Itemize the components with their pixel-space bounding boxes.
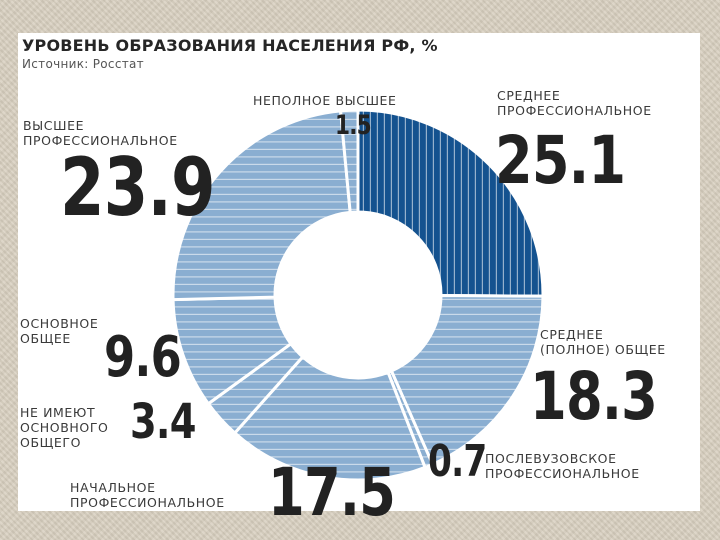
slice-label-line: СРЕДНЕЕ (497, 88, 561, 103)
donut-slice-6 (171, 109, 352, 302)
slice-label-line: НАЧАЛЬНОЕ (70, 480, 156, 495)
slice-label-2: ПОСЛЕВУЗОВСКОЕ ПРОФЕССИОНАЛЬНОЕ (485, 451, 640, 481)
slice-value-1: 18.3 (530, 358, 658, 435)
donut-slice-7 (338, 108, 360, 215)
slice-label-line: НЕПОЛНОЕ ВЫСШЕЕ (253, 93, 397, 108)
slice-label-line: ОСНОВНОГО (20, 420, 109, 435)
slice-label-line: ВЫСШЕЕ (23, 118, 85, 133)
slice-label-3: НАЧАЛЬНОЕ ПРОФЕССИОНАЛЬНОЕ (70, 480, 225, 510)
slice-label-line: НЕ ИМЕЮТ (20, 405, 96, 420)
donut-slice-1 (389, 294, 545, 467)
slice-label-line: (ПОЛНОЕ) ОБЩЕЕ (540, 342, 666, 357)
slice-label-line: ОСНОВНОЕ (20, 316, 99, 331)
slice-label-1: СРЕДНЕЕ (ПОЛНОЕ) ОБЩЕЕ (540, 327, 666, 357)
chart-title: УРОВЕНЬ ОБРАЗОВАНИЯ НАСЕЛЕНИЯ РФ, % (22, 36, 438, 55)
slice-label-line: ОБЩЕГО (20, 435, 82, 450)
slice-label-6: ВЫСШЕЕ ПРОФЕССИОНАЛЬНОЕ (23, 118, 178, 148)
slice-label-line: ПРОФЕССИОНАЛЬНОЕ (497, 103, 652, 118)
slice-label-5: ОСНОВНОЕ ОБЩЕЕ (20, 316, 98, 346)
slice-value-6: 23.9 (60, 141, 216, 234)
slice-value-5: 9.6 (104, 325, 182, 390)
slice-label-0: СРЕДНЕЕ ПРОФЕССИОНАЛЬНОЕ (497, 88, 652, 118)
chart-source: Источник: Росстат (22, 57, 144, 71)
slice-value-0: 25.1 (495, 122, 626, 199)
slice-value-3: 17.5 (268, 454, 396, 531)
slice-label-line: ПРОФЕССИОНАЛЬНОЕ (70, 495, 225, 510)
slice-label-line: ПРОФЕССИОНАЛЬНОЕ (23, 133, 178, 148)
slice-label-line: ПРОФЕССИОНАЛЬНОЕ (485, 466, 640, 481)
slice-label-4: НЕ ИМЕЮТ ОСНОВНОГО ОБЩЕГО (20, 405, 108, 450)
slice-value-4: 3.4 (130, 394, 196, 450)
slice-label-7: НЕПОЛНОЕ ВЫСШЕЕ (253, 93, 397, 108)
slice-value-7: 1.5 (335, 110, 372, 141)
slice-label-line: СРЕДНЕЕ (540, 327, 604, 342)
slice-value-2: 0.7 (428, 436, 487, 487)
donut-slice-3 (232, 354, 427, 482)
donut-slice-0 (356, 108, 545, 298)
slice-label-line: ОБЩЕЕ (20, 331, 71, 346)
slice-label-line: ПОСЛЕВУЗОВСКОЕ (485, 451, 617, 466)
